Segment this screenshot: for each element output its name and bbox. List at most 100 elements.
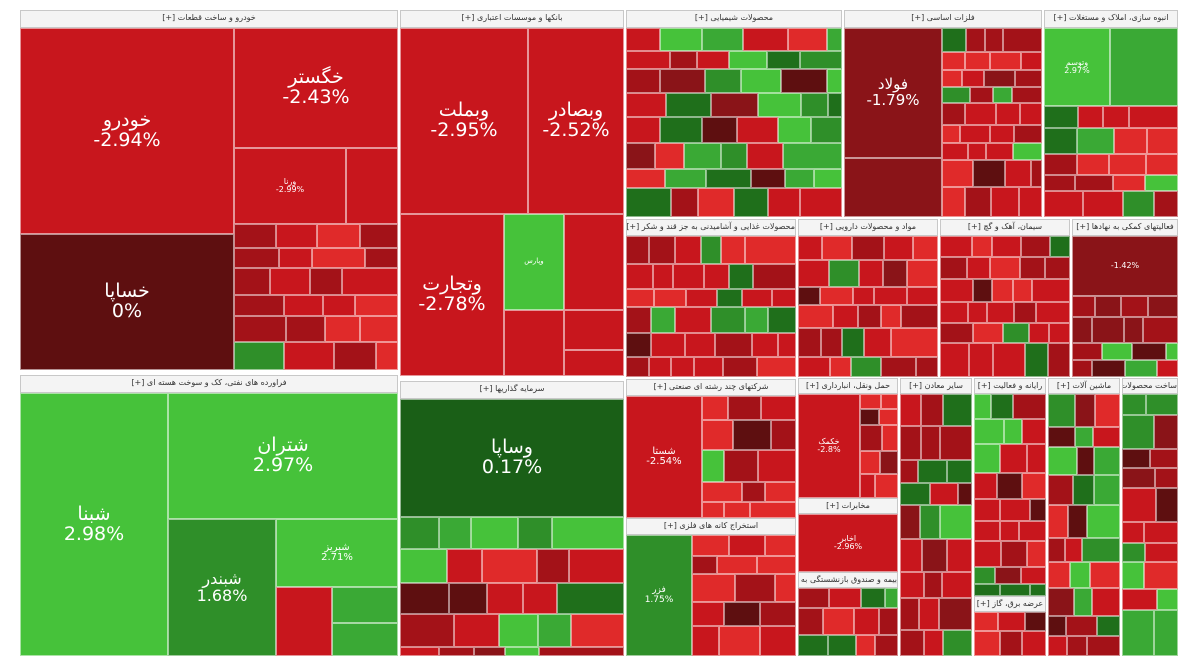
stock-tile[interactable] xyxy=(1048,475,1073,505)
stock-tile[interactable] xyxy=(1093,427,1120,447)
stock-tile[interactable] xyxy=(675,236,701,264)
stock-tile[interactable] xyxy=(1154,415,1178,449)
stock-tile[interactable] xyxy=(879,409,898,425)
stock-tile[interactable] xyxy=(670,51,697,69)
sector-header-computer[interactable]: رایانه و فعالیت [+] xyxy=(974,378,1046,394)
stock-tile[interactable] xyxy=(1014,125,1042,143)
stock-tile[interactable] xyxy=(940,343,969,377)
stock-tile[interactable] xyxy=(767,51,800,69)
sector-header-chemical[interactable]: محصولات شیمیایی [+] xyxy=(626,10,842,28)
stock-tile[interactable] xyxy=(1109,154,1146,175)
stock-tile[interactable] xyxy=(1027,444,1046,473)
stock-tile[interactable] xyxy=(706,169,751,188)
stock-tile[interactable] xyxy=(1129,106,1178,128)
stock-tile[interactable] xyxy=(660,28,702,51)
stock-tile[interactable] xyxy=(974,394,991,419)
stock-tile[interactable] xyxy=(924,630,943,656)
stock-tile[interactable] xyxy=(1003,323,1029,343)
stock-tile[interactable] xyxy=(833,305,858,328)
tile-auto-small-1[interactable] xyxy=(346,148,398,224)
stock-tile[interactable] xyxy=(704,264,729,289)
stock-tile[interactable] xyxy=(698,188,734,217)
stock-tile[interactable] xyxy=(798,287,820,305)
stock-tile[interactable] xyxy=(861,588,885,608)
stock-tile[interactable] xyxy=(1048,427,1075,447)
stock-tile[interactable] xyxy=(234,248,279,268)
stock-tile[interactable] xyxy=(1122,415,1154,449)
stock-tile[interactable] xyxy=(1157,589,1178,610)
stock-tile[interactable] xyxy=(771,420,796,450)
stock-tile[interactable] xyxy=(671,357,694,377)
stock-tile[interactable] xyxy=(360,224,398,248)
tile-bank-4[interactable] xyxy=(564,310,624,350)
stock-tile[interactable] xyxy=(993,343,1025,377)
stock-tile[interactable] xyxy=(823,608,854,635)
stock-tile[interactable] xyxy=(317,224,360,248)
stock-tile[interactable] xyxy=(940,323,973,343)
stock-tile[interactable] xyxy=(822,236,852,260)
stock-tile[interactable] xyxy=(626,357,649,377)
stock-tile[interactable] xyxy=(743,28,788,51)
stock-tile[interactable] xyxy=(1122,394,1146,415)
stock-tile[interactable] xyxy=(1067,636,1087,656)
stock-tile[interactable] xyxy=(900,598,919,630)
stock-tile[interactable] xyxy=(1000,521,1019,541)
stock-tile[interactable] xyxy=(940,302,968,323)
stock-tile[interactable] xyxy=(1048,394,1075,427)
stock-tile[interactable] xyxy=(1122,543,1145,562)
stock-tile[interactable] xyxy=(723,357,757,377)
stock-tile[interactable] xyxy=(798,305,833,328)
stock-tile[interactable] xyxy=(974,444,1000,473)
stock-tile[interactable] xyxy=(665,169,706,188)
stock-tile[interactable] xyxy=(918,460,947,483)
stock-tile[interactable] xyxy=(671,188,698,217)
stock-tile[interactable] xyxy=(757,556,796,574)
stock-tile[interactable] xyxy=(788,28,827,51)
stock-tile[interactable] xyxy=(474,647,505,656)
stock-tile[interactable] xyxy=(942,28,966,52)
stock-tile[interactable] xyxy=(798,608,823,635)
stock-tile[interactable] xyxy=(1072,317,1092,343)
stock-tile[interactable] xyxy=(1073,475,1094,505)
stock-tile[interactable] xyxy=(312,248,365,268)
stock-tile[interactable] xyxy=(684,143,721,169)
stock-tile[interactable] xyxy=(778,117,811,143)
stock-tile[interactable] xyxy=(286,316,325,342)
stock-tile[interactable] xyxy=(626,93,666,117)
stock-tile[interactable] xyxy=(921,394,943,426)
sector-header-cement[interactable]: سیمان، آهک و گچ [+] xyxy=(940,219,1070,236)
stock-tile[interactable] xyxy=(860,451,880,474)
stock-tile[interactable] xyxy=(883,260,907,287)
stock-tile[interactable] xyxy=(1077,128,1114,154)
tile-metal-low[interactable] xyxy=(844,158,942,217)
stock-tile[interactable] xyxy=(1082,538,1120,562)
stock-tile[interactable] xyxy=(1045,257,1070,279)
stock-tile[interactable] xyxy=(1143,317,1178,343)
stock-tile[interactable] xyxy=(1075,427,1093,447)
sector-header-utilities[interactable]: عرضه برق، گاز [+] xyxy=(974,596,1046,612)
stock-tile[interactable] xyxy=(1074,588,1092,616)
stock-tile[interactable] xyxy=(1132,343,1166,360)
stock-tile[interactable] xyxy=(1094,475,1120,505)
stock-tile[interactable] xyxy=(1150,449,1178,468)
stock-tile[interactable] xyxy=(482,549,537,583)
stock-tile[interactable] xyxy=(798,236,822,260)
stock-tile[interactable] xyxy=(538,614,571,647)
stock-tile[interactable] xyxy=(702,28,743,51)
sector-header-investment[interactable]: سرمایه گذاریها [+] xyxy=(400,381,624,399)
stock-tile[interactable] xyxy=(965,103,996,125)
stock-tile[interactable] xyxy=(965,52,990,70)
stock-tile[interactable] xyxy=(829,588,861,608)
stock-tile[interactable] xyxy=(1154,191,1178,217)
stock-tile[interactable] xyxy=(1155,468,1178,488)
stock-tile[interactable] xyxy=(705,69,741,93)
stock-tile[interactable] xyxy=(1048,505,1068,538)
stock-tile[interactable] xyxy=(692,574,735,602)
stock-tile[interactable] xyxy=(880,451,898,474)
stock-tile[interactable] xyxy=(1121,296,1148,317)
stock-tile[interactable] xyxy=(907,287,938,305)
stock-tile[interactable] xyxy=(974,473,997,499)
stock-tile[interactable] xyxy=(998,612,1025,631)
stock-tile[interactable] xyxy=(916,357,938,377)
stock-tile[interactable] xyxy=(626,236,649,264)
